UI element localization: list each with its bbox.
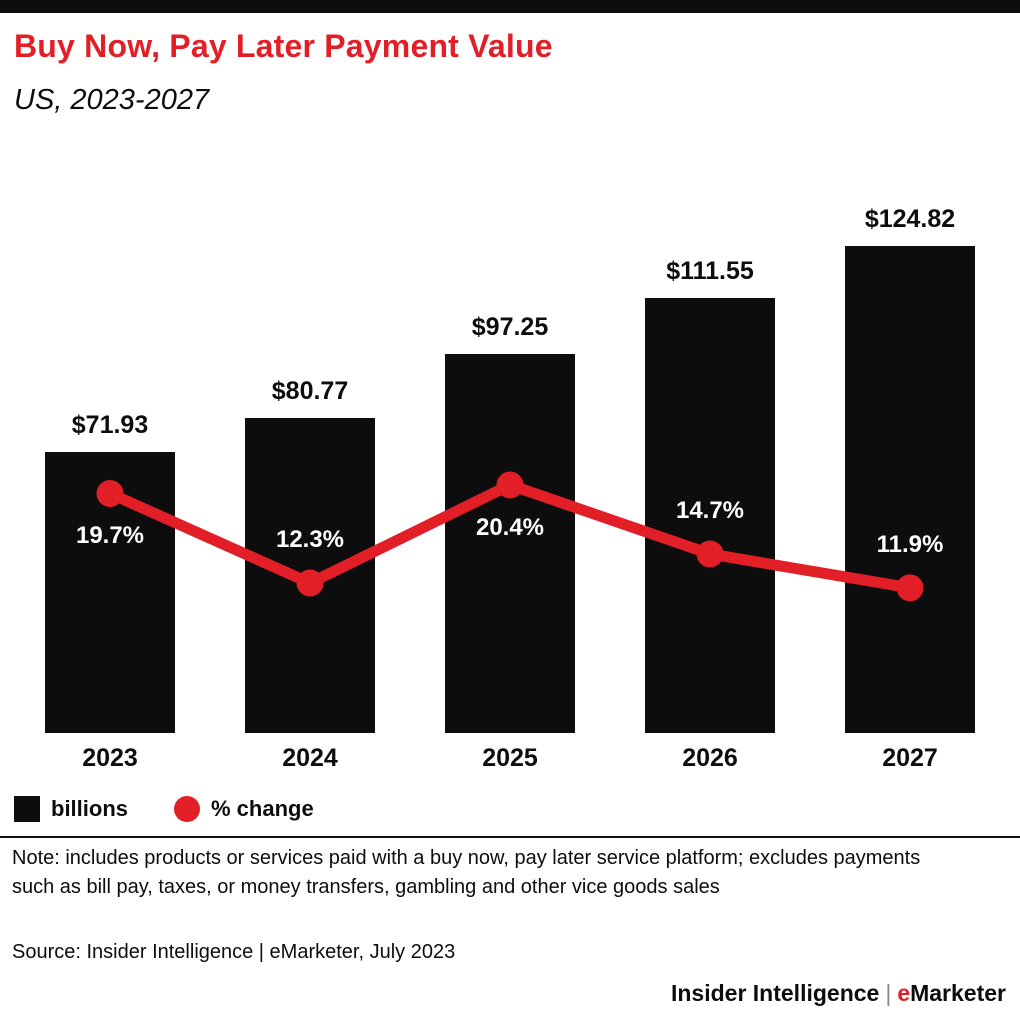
page-subtitle: US, 2023-2027 (14, 84, 210, 116)
brand-emarketer-e: e (897, 980, 911, 1006)
x-axis-label: 2026 (682, 744, 738, 772)
bar-value-label: $97.25 (471, 312, 549, 341)
pct-value-label: 11.9% (876, 530, 944, 558)
legend-item-billions: billions (14, 796, 128, 822)
brand-separator: | (885, 980, 892, 1006)
legend-label-billions: billions (51, 796, 128, 821)
page-title: Buy Now, Pay Later Payment Value (14, 28, 553, 64)
chart-note: Note: includes products or services paid… (12, 847, 921, 898)
x-axis: 2023 2024 2025 2026 2027 (0, 742, 1020, 776)
legend-label-pct-change: % change (211, 796, 314, 821)
bar-value-label: $80.77 (271, 376, 349, 405)
x-axis-label: 2025 (482, 744, 538, 772)
top-accent-bar (0, 0, 1020, 13)
pct-value-label: 12.3% (275, 526, 345, 553)
pct-change-point (696, 540, 724, 568)
pct-change-point (296, 569, 324, 597)
pct-change-line (96, 471, 924, 602)
chart-bar (445, 353, 575, 733)
brand-insider-intelligence: Insider Intelligence (670, 980, 880, 1006)
pct-value-label: 20.4% (475, 514, 545, 541)
pct-change-swatch-icon (174, 796, 200, 822)
x-axis-label: 2024 (282, 744, 338, 772)
brand-footer: Insider Intelligence | eMarketer (671, 980, 1006, 1007)
chart-bar (645, 297, 775, 733)
pct-change-point (896, 574, 924, 602)
brand-emarketer-rest: Marketer (910, 980, 1006, 1006)
pct-value-label: 14.7% (675, 496, 745, 524)
footer-divider (0, 836, 1020, 838)
legend-item-pct-change: % change (174, 796, 314, 822)
bar-value-label: $111.55 (666, 256, 754, 285)
billions-swatch-icon (14, 796, 40, 822)
bar-value-label: $124.82 (864, 205, 956, 234)
x-axis-label: 2027 (882, 744, 938, 772)
chart-bar (845, 246, 975, 733)
pct-value-label: 19.7% (75, 522, 145, 550)
bar-value-label: $71.93 (71, 411, 149, 440)
chart-source: Source: Insider Intelligence | eMarketer… (12, 941, 456, 963)
chart-legend: billions % change (14, 794, 314, 824)
pct-change-point (496, 471, 524, 499)
pct-change-point (96, 479, 124, 507)
chart-area: $71.93 19.7% $80.77 12.3% $97.25 20.4% $111.55… (0, 180, 1020, 733)
x-axis-label: 2023 (82, 744, 138, 772)
